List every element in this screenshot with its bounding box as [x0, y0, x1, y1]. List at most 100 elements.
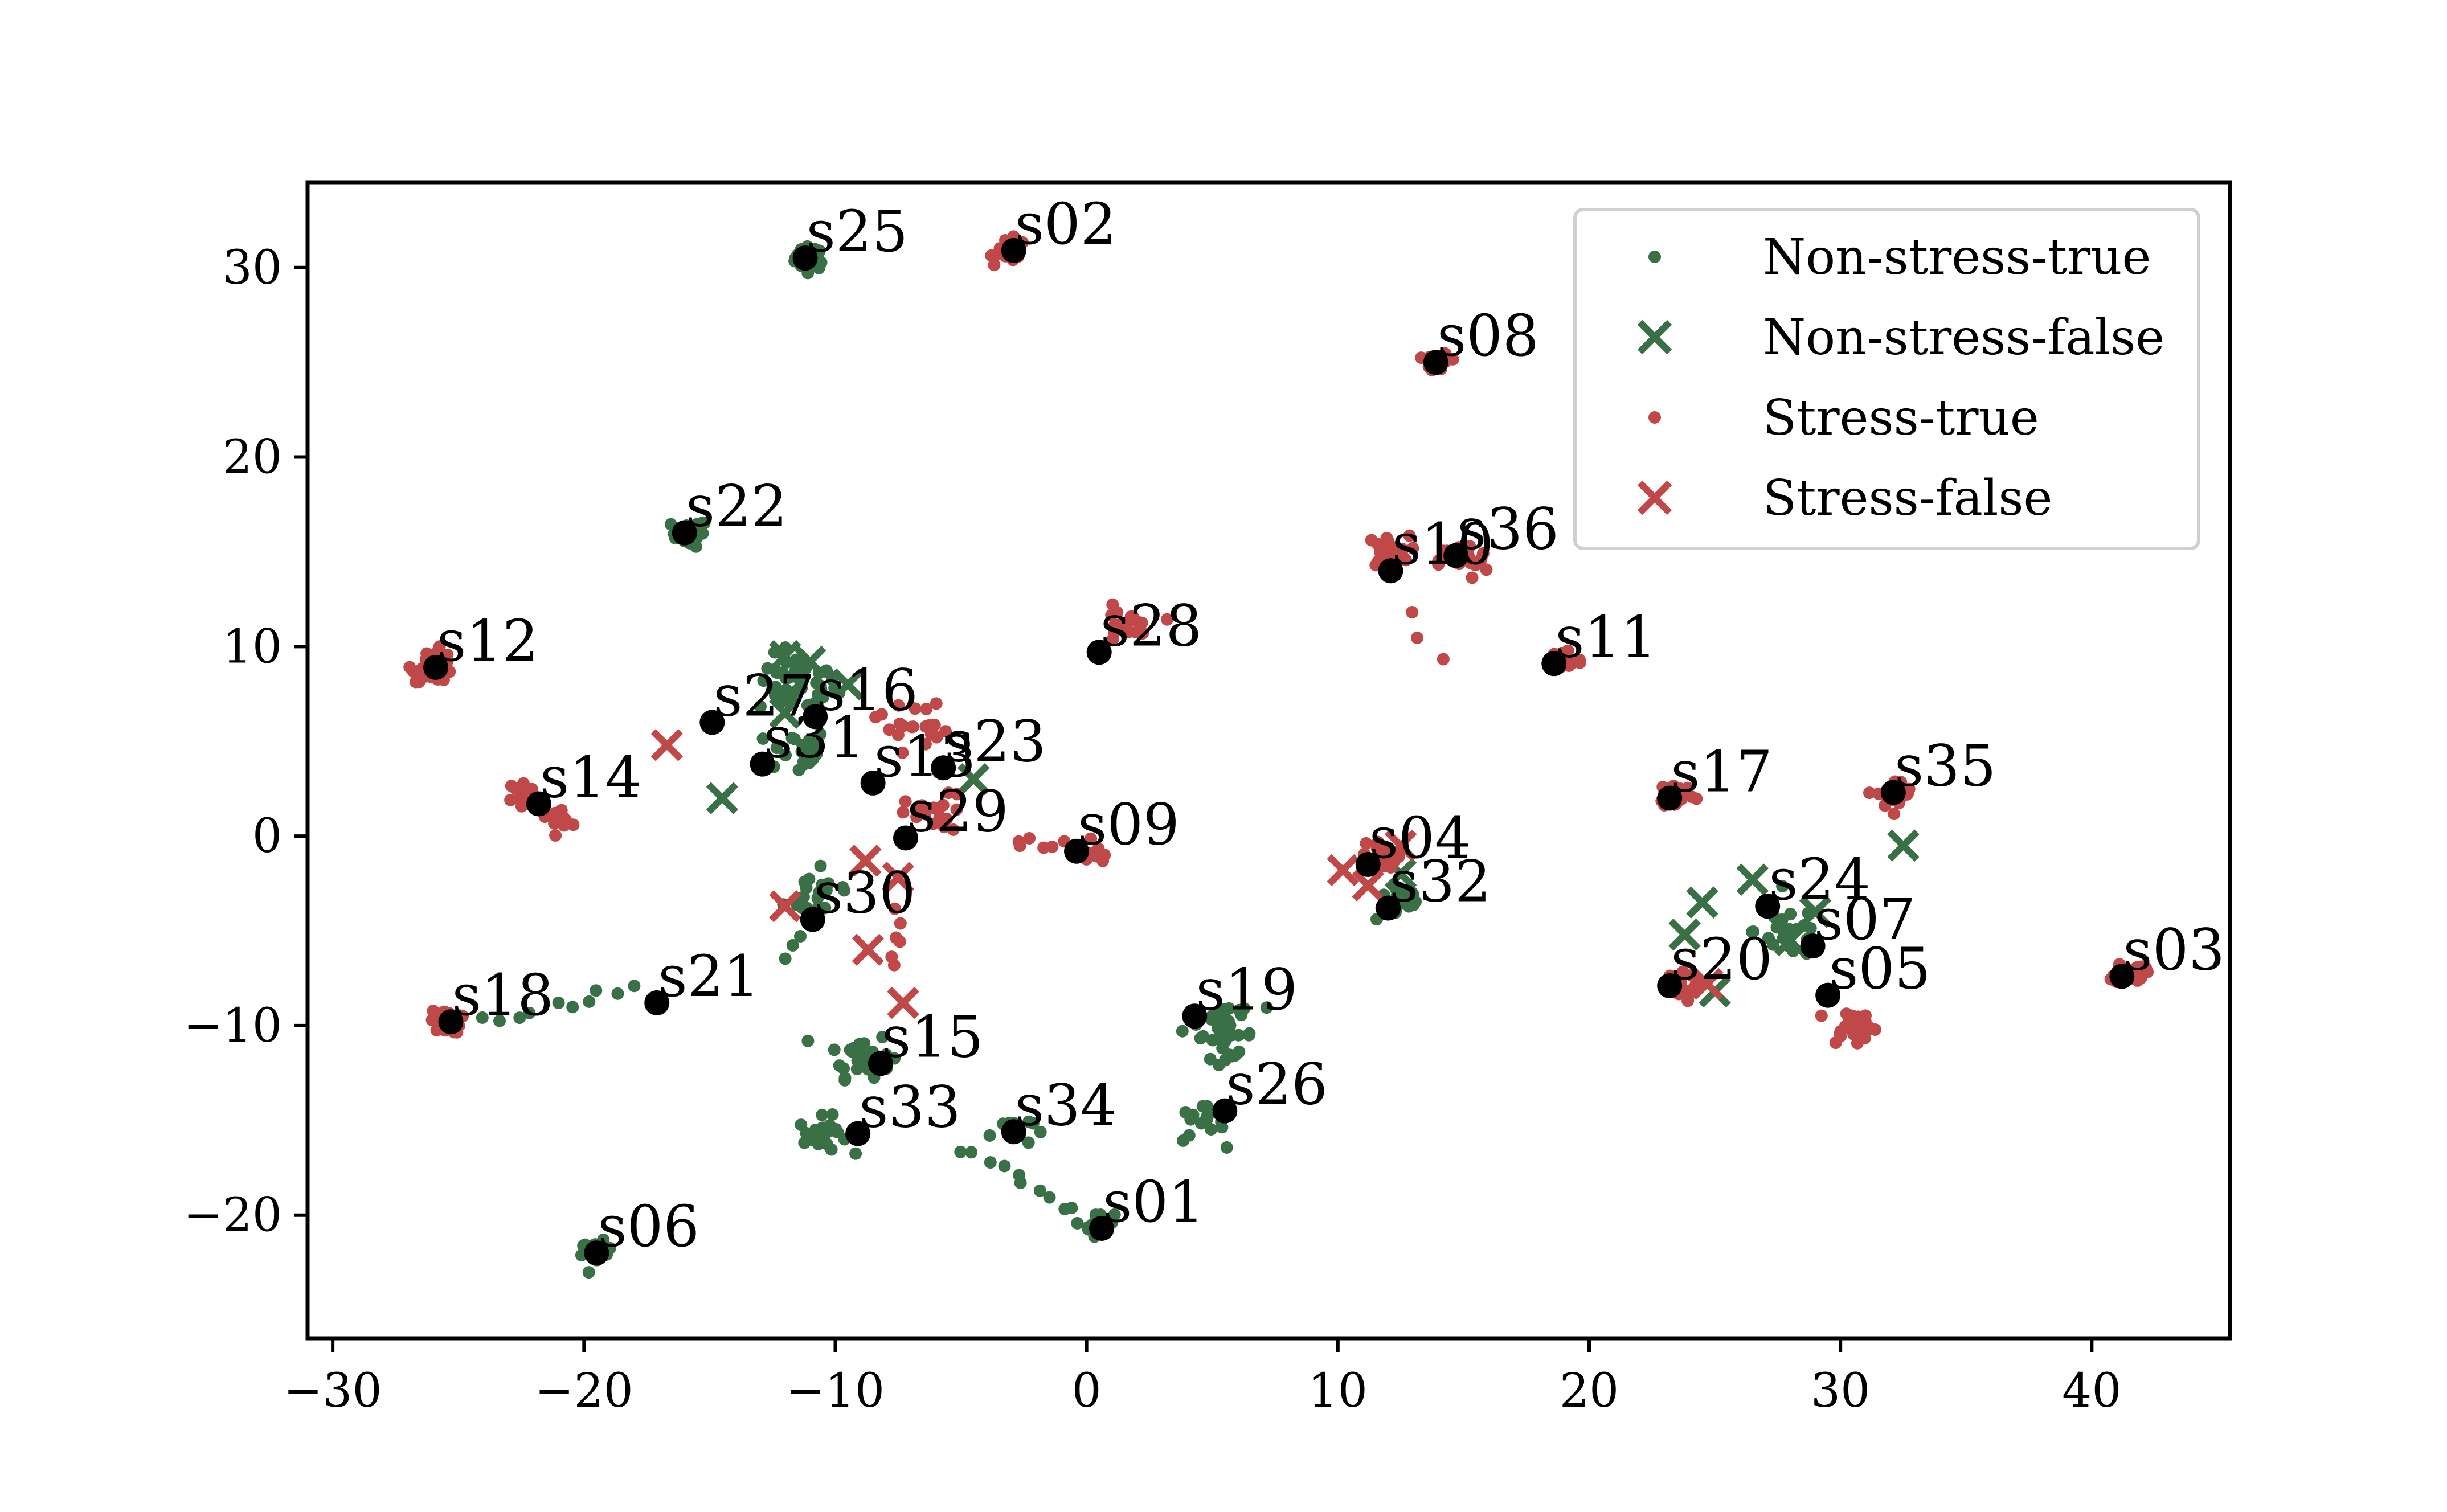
data-point — [923, 719, 936, 732]
x-tick-label: 0 — [1072, 1364, 1102, 1418]
data-point — [1196, 1100, 1209, 1113]
data-point-x — [1691, 968, 1724, 1000]
data-point — [754, 700, 767, 713]
data-point — [1464, 557, 1478, 570]
data-point — [814, 859, 827, 872]
centroid-point — [526, 791, 551, 817]
data-point — [885, 950, 898, 964]
data-point — [858, 1037, 871, 1050]
data-point — [780, 672, 793, 685]
data-point — [890, 931, 903, 944]
data-point-x — [832, 668, 864, 701]
data-point — [1226, 1050, 1239, 1063]
data-point — [798, 1136, 811, 1149]
data-point — [1220, 1141, 1233, 1154]
centroid-label: s35 — [1894, 733, 1996, 800]
data-point — [829, 1122, 842, 1136]
data-point — [1400, 896, 1413, 909]
centroid-point — [1443, 543, 1469, 568]
centroid-label: s22 — [686, 473, 788, 540]
data-point — [988, 259, 1001, 272]
centroid-label: s32 — [1389, 849, 1491, 915]
data-point — [1012, 835, 1025, 848]
data-point — [810, 676, 823, 689]
data-point — [1480, 563, 1493, 576]
y-tick-label: 10 — [223, 620, 282, 674]
centroid-point — [438, 1009, 464, 1035]
data-point — [1177, 1134, 1190, 1147]
centroid-label: s34 — [1015, 1072, 1117, 1138]
data-point-x — [957, 763, 990, 796]
data-point — [1219, 1034, 1232, 1047]
centroid-point — [792, 245, 818, 271]
data-point-x — [849, 845, 882, 877]
data-point — [1432, 558, 1445, 571]
data-point — [803, 739, 816, 752]
data-point — [826, 1108, 839, 1121]
centroid-label: s06 — [598, 1193, 699, 1260]
data-point — [1161, 613, 1173, 626]
data-point — [815, 256, 828, 269]
data-point — [1043, 1191, 1056, 1204]
data-point-x — [1352, 869, 1385, 902]
data-point — [1065, 1202, 1078, 1215]
x-tick-label: −10 — [786, 1364, 885, 1418]
data-point — [828, 1043, 841, 1056]
data-point — [757, 674, 770, 687]
data-point-x — [768, 696, 801, 730]
centroid-point — [1064, 838, 1089, 864]
data-point — [897, 719, 910, 732]
centroid-point — [1378, 558, 1403, 584]
x-tick-label: 30 — [1811, 1364, 1870, 1418]
centroid-label: s02 — [1015, 191, 1117, 257]
data-point — [1406, 542, 1419, 555]
data-point-x — [1686, 886, 1718, 919]
data-point — [954, 1145, 967, 1158]
data-point — [1370, 842, 1384, 855]
data-point — [1176, 1025, 1189, 1038]
data-point — [1046, 841, 1059, 853]
data-point — [1186, 1108, 1200, 1121]
centroid-point — [750, 751, 775, 777]
data-point — [935, 813, 948, 826]
data-point — [1411, 632, 1423, 644]
data-point — [769, 689, 781, 702]
centroid-point — [2109, 964, 2135, 989]
data-point — [896, 746, 909, 759]
data-point — [1406, 606, 1419, 618]
data-point — [779, 749, 792, 762]
centroid-label: s14 — [540, 744, 642, 811]
data-point — [1395, 547, 1408, 560]
centroid-point — [644, 990, 670, 1015]
centroid-point — [1086, 640, 1112, 665]
data-point — [850, 1063, 864, 1076]
centroid-label: s21 — [658, 943, 760, 1010]
data-point — [892, 699, 905, 712]
centroid-label: s07 — [1814, 886, 1916, 953]
data-point — [582, 1266, 595, 1279]
data-point — [875, 708, 888, 721]
data-point — [1437, 653, 1450, 666]
data-point — [611, 987, 624, 1000]
data-point — [1771, 915, 1785, 928]
data-point — [1217, 1003, 1230, 1015]
data-point-x — [768, 890, 801, 923]
data-point-x — [706, 782, 739, 814]
data-point — [628, 980, 641, 993]
x-tick-label: 20 — [1560, 1364, 1619, 1418]
centroid-label: s04 — [1369, 805, 1471, 871]
data-point-x — [1774, 924, 1807, 957]
centroid-point — [1880, 780, 1906, 805]
data-point — [552, 997, 565, 1009]
data-point — [936, 798, 950, 812]
data-point — [1201, 1109, 1214, 1122]
data-point — [493, 1014, 506, 1027]
centroid-point — [1001, 237, 1026, 263]
data-point — [559, 813, 572, 826]
data-point-x — [882, 862, 915, 894]
centroid-label: s23 — [944, 708, 1046, 775]
data-point — [801, 1034, 815, 1047]
centroid-label: s16 — [816, 657, 918, 723]
data-point — [1205, 1123, 1218, 1136]
